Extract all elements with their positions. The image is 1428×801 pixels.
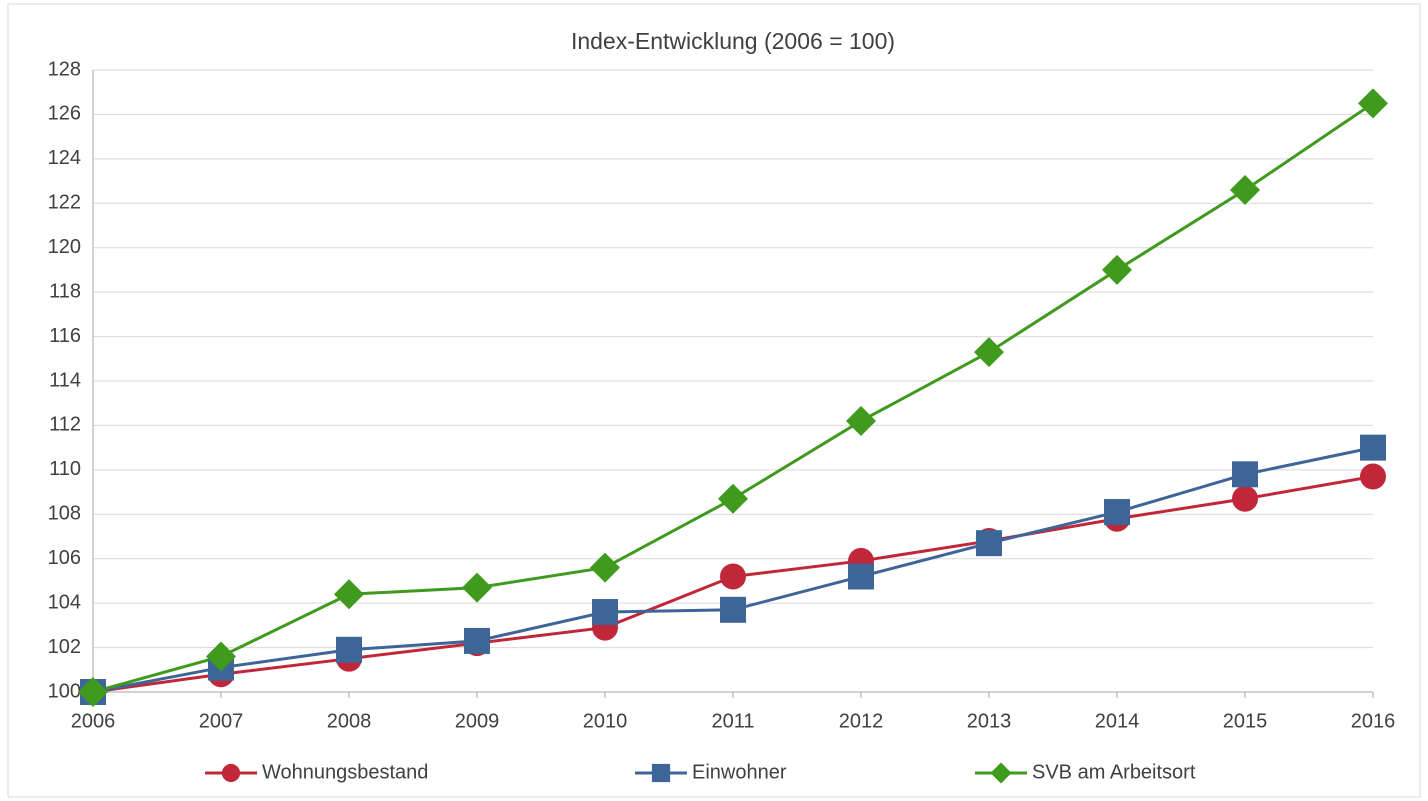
x-tick-label: 2016 (1351, 710, 1396, 732)
x-tick-label: 2015 (1223, 710, 1268, 732)
y-tick-label: 108 (48, 503, 81, 525)
y-tick-label: 100 (48, 680, 81, 702)
legend-label: Wohnungsbestand (262, 761, 428, 783)
marker (1360, 434, 1386, 461)
marker (1230, 174, 1260, 205)
x-tick-label: 2006 (71, 710, 116, 732)
marker (974, 337, 1004, 368)
marker (848, 563, 874, 590)
legend-marker (990, 762, 1012, 784)
marker (720, 596, 746, 623)
marker (462, 572, 492, 603)
x-tick-label: 2009 (455, 710, 500, 732)
marker (1232, 461, 1258, 488)
marker (1104, 499, 1130, 526)
marker (336, 636, 362, 663)
legend-marker (651, 763, 671, 783)
marker (592, 599, 618, 626)
x-tick-label: 2010 (583, 710, 628, 732)
marker (590, 552, 620, 583)
y-tick-label: 118 (49, 280, 81, 302)
y-tick-label: 120 (48, 236, 81, 258)
marker (846, 405, 876, 436)
y-tick-label: 106 (48, 547, 81, 569)
y-tick-label: 124 (48, 147, 81, 169)
marker (78, 677, 108, 707)
y-tick-label: 126 (48, 103, 81, 125)
marker (464, 627, 490, 654)
marker (1102, 254, 1132, 285)
y-tick-label: 128 (48, 58, 81, 80)
legend-label: SVB am Arbeitsort (1032, 761, 1196, 783)
x-tick-label: 2007 (199, 710, 244, 732)
x-tick-label: 2013 (967, 710, 1012, 732)
x-tick-label: 2014 (1095, 710, 1140, 732)
y-tick-label: 116 (49, 325, 81, 347)
y-tick-label: 114 (49, 369, 81, 391)
marker (1358, 88, 1388, 119)
y-tick-label: 104 (48, 591, 81, 613)
x-tick-label: 2012 (839, 710, 884, 732)
marker (1232, 485, 1258, 512)
legend-label: Einwohner (692, 761, 787, 783)
marker (718, 483, 748, 514)
marker (720, 563, 746, 590)
marker (1360, 463, 1386, 490)
marker (976, 530, 1002, 557)
y-tick-label: 122 (48, 192, 81, 214)
chart-title: Index-Entwicklung (2006 = 100) (571, 28, 895, 54)
y-tick-label: 102 (48, 636, 81, 658)
y-tick-label: 112 (49, 414, 81, 436)
legend-marker (221, 763, 241, 783)
marker (206, 641, 236, 672)
y-tick-label: 110 (49, 458, 81, 480)
marker (334, 579, 364, 610)
x-tick-label: 2008 (327, 710, 372, 732)
x-tick-label: 2011 (711, 710, 754, 732)
